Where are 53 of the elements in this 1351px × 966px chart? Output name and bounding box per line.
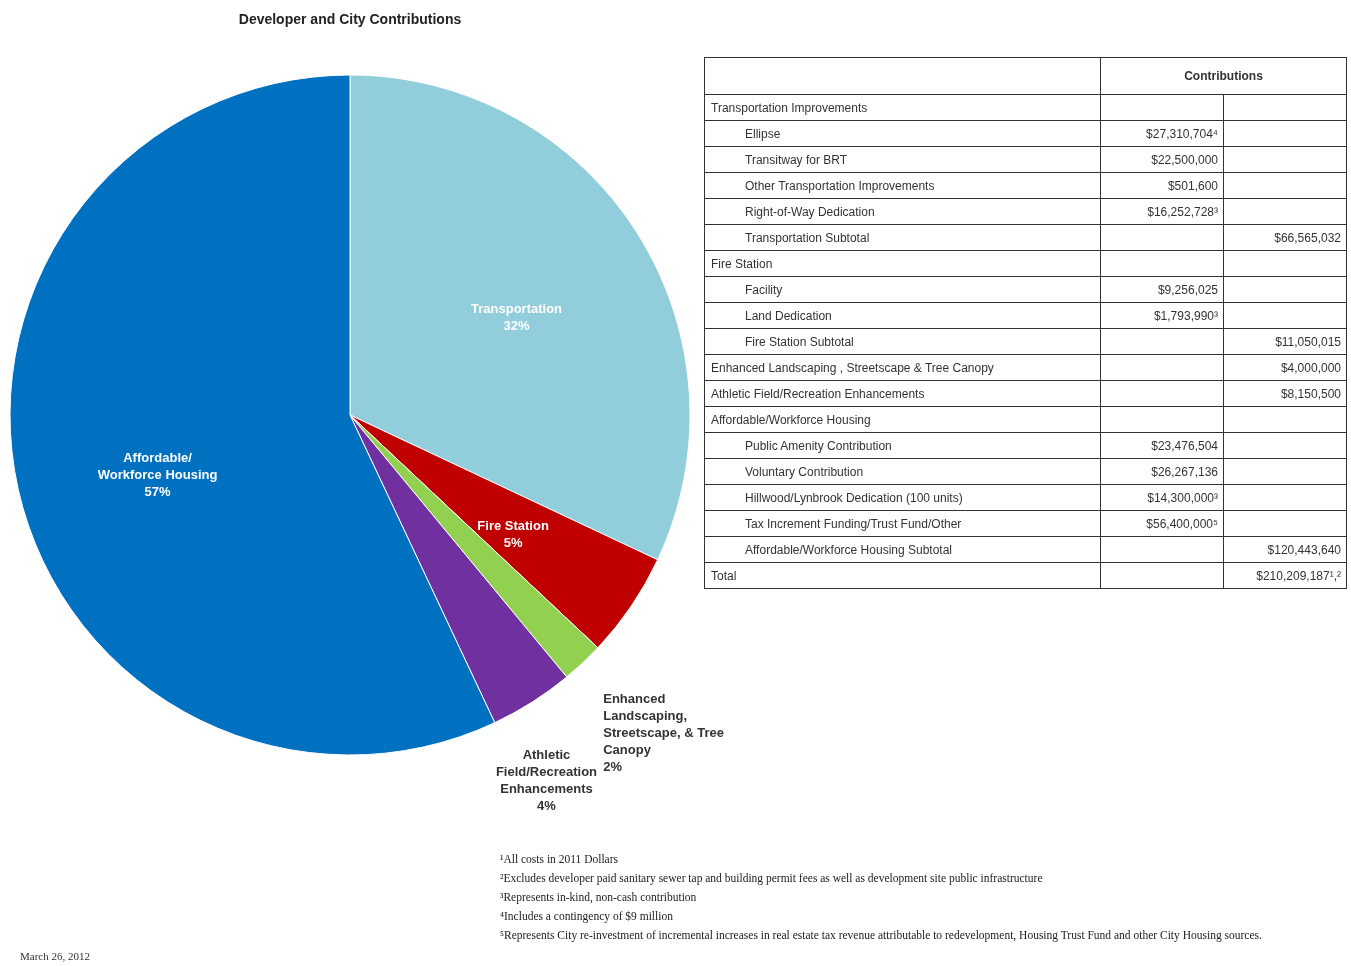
category-label: Athletic Field/Recreation Enhancements [704, 380, 1101, 407]
slice-label: Fire Station [477, 517, 549, 533]
category-label: Transitway for BRT [704, 146, 1101, 173]
category-label: Land Dedication [704, 302, 1101, 329]
text: ²Excludes developer paid sanitary sewer tap and building permit fees as well as development site public infrastructure [500, 871, 1044, 887]
data-label: $11,050,015 [1223, 328, 1347, 355]
slice-label: Athletic Field/Recreation Enhancements [495, 746, 598, 796]
data-label: $8,150,500 [1223, 380, 1347, 407]
text: ³Represents in-kind, non-cash contribution [500, 890, 698, 906]
data-label: $210,209,187¹,² [1223, 562, 1347, 589]
data-label: $9,256,025 [1100, 276, 1224, 303]
text: ⁴Includes a contingency of $9 million [500, 909, 674, 925]
category-label: Transportation Subtotal [704, 224, 1101, 251]
category-label: Transportation Improvements [704, 94, 1101, 121]
data-label: $27,310,704⁴ [1100, 120, 1224, 147]
text: March 26, 2012 [20, 950, 90, 962]
data-label: 2% [603, 758, 623, 774]
data-label: $501,600 [1100, 172, 1224, 199]
category-label: Hillwood/Lynbrook Dedication (100 units) [704, 484, 1101, 511]
data-label: 4% [537, 797, 557, 813]
category-label: Affordable/Workforce Housing [704, 406, 1101, 433]
category-label: Public Amenity Contribution [704, 432, 1101, 459]
data-label: $26,267,136 [1100, 458, 1224, 485]
category-label: Facility [704, 276, 1101, 303]
category-label: Fire Station [704, 250, 1101, 277]
slice-label: Affordable/ Workforce Housing [97, 450, 218, 483]
text: Contributions [1100, 57, 1347, 95]
category-label: Total [704, 562, 1101, 589]
data-label: 57% [144, 484, 171, 500]
text: ⁵Represents City re-investment of incremental increases in real estate tax revenue attributable to redevelopment, Housing Trust Fund and other City Housing sources. [500, 928, 1263, 944]
category-label: Enhanced Landscaping , Streetscape & Tree Canopy [704, 354, 1101, 381]
data-label: $23,476,504 [1100, 432, 1224, 459]
data-label: $1,793,990³ [1100, 302, 1224, 329]
data-label: $120,443,640 [1223, 536, 1347, 563]
data-label: $4,000,000 [1223, 354, 1347, 381]
data-label: 5% [503, 534, 523, 550]
category-label: Affordable/Workforce Housing Subtotal [704, 536, 1101, 563]
text: ¹All costs in 2011 Dollars [500, 852, 619, 867]
data-label: 32% [503, 318, 530, 334]
category-label: Other Transportation Improvements [704, 172, 1101, 199]
data-label: $22,500,000 [1100, 146, 1224, 173]
category-label: Voluntary Contribution [704, 458, 1101, 485]
data-label: $14,300,000³ [1100, 484, 1224, 511]
slice-label: Enhanced Landscaping, Streetscape, & Tree Canopy [603, 690, 724, 757]
data-label: $56,400,000⁵ [1100, 510, 1224, 537]
data-label: $66,565,032 [1223, 224, 1347, 251]
category-label: Ellipse [704, 120, 1101, 147]
category-label: Fire Station Subtotal [704, 328, 1101, 355]
data-label: $16,252,728³ [1100, 198, 1224, 225]
category-label: Tax Increment Funding/Trust Fund/Other [704, 510, 1101, 537]
chart-title: Developer and City Contributions [238, 11, 462, 27]
slice-label: Transportation [470, 301, 563, 317]
category-label: Right-of-Way Dedication [704, 198, 1101, 225]
